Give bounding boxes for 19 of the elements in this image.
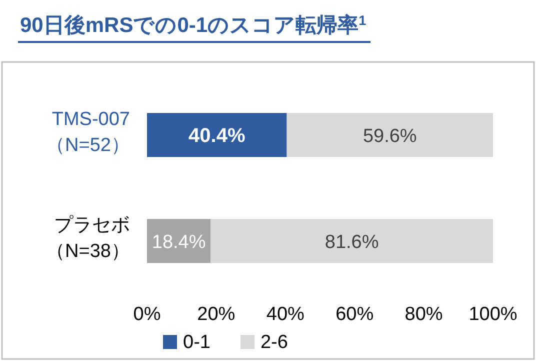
x-tick-label: 0% <box>133 304 161 325</box>
legend-label: 0-1 <box>183 332 210 353</box>
data-label: 40.4% <box>188 125 246 147</box>
bar <box>147 113 287 157</box>
x-tick-label: 20% <box>197 304 236 325</box>
x-tick-label: 80% <box>404 304 443 325</box>
bar <box>210 219 493 263</box>
bar <box>147 219 211 263</box>
legend-label: 2-6 <box>260 332 288 353</box>
bar <box>286 113 493 157</box>
x-tick-label: 40% <box>266 304 305 325</box>
y-tick-label: プラセボ（N=38） <box>46 215 130 262</box>
x-tick-label: 60% <box>336 304 374 325</box>
data-label: 59.6% <box>362 126 417 147</box>
y-tick-label: TMS-007（N=52） <box>46 109 130 156</box>
chart-title: 90日後mRSでの0-1のスコア転帰率$^{1}$ <box>20 12 367 37</box>
x-tick-label: 100% <box>468 304 518 325</box>
data-label: 18.4% <box>152 232 206 253</box>
data-label: 81.6% <box>324 232 379 253</box>
